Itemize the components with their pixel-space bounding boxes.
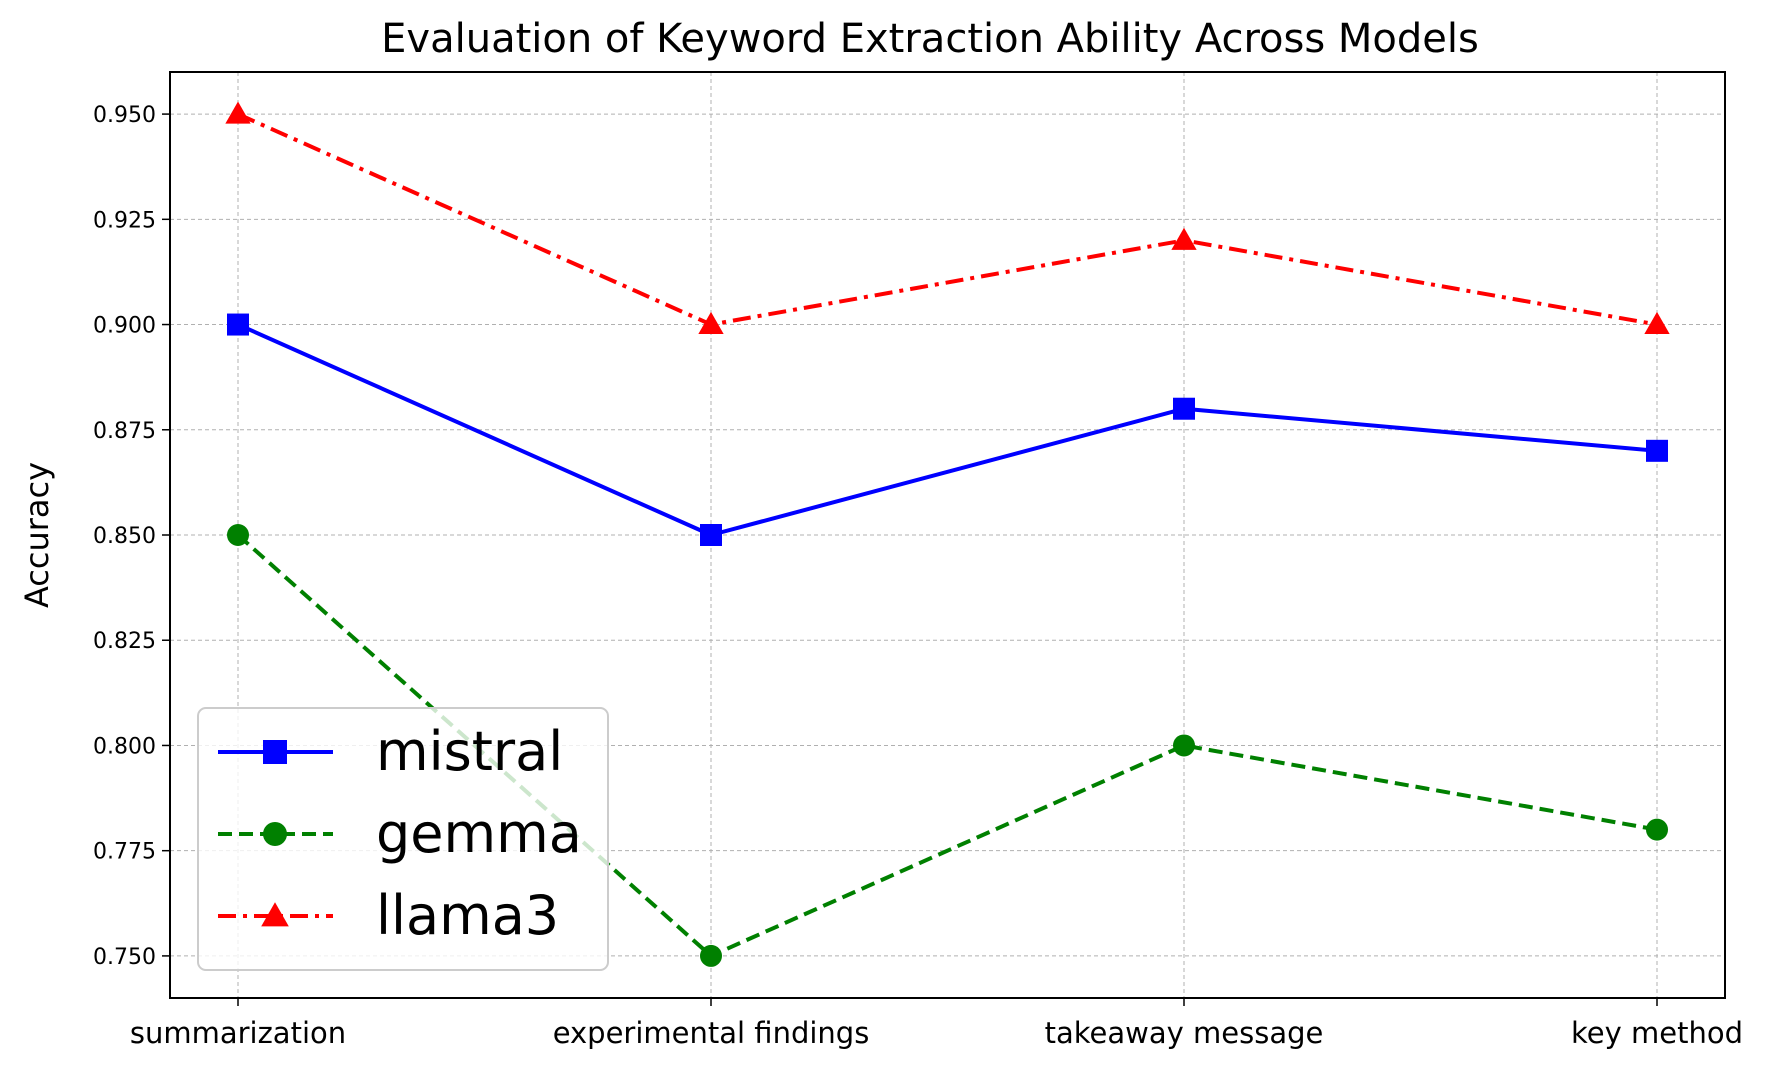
series-llama3 [225,101,1670,335]
llama3-point [1171,227,1197,250]
axis-ticks: 0.750 0.775 0.800 0.825 0.850 0.875 0.900 0.925… [93,103,1743,1050]
legend-marker [261,902,289,927]
y-tick-label: 0.875 [93,419,156,444]
mistral-point [227,313,249,336]
llama3-point [1644,311,1670,335]
legend-box [197,707,609,971]
legend-item-mistral: mistral [218,720,563,783]
y-tick-label: 0.750 [93,945,156,970]
y-tick-label: 0.950 [93,103,156,128]
legend-label: gemma [376,802,582,865]
y-tick-label: 0.775 [93,840,156,865]
y-tick-label: 0.900 [93,314,156,339]
y-tick-label: 0.925 [93,208,156,233]
x-tick-label: summarization [130,1016,346,1050]
y-axis-label: Accuracy [18,462,56,608]
legend-marker [263,822,287,846]
y-tick-label: 0.850 [93,524,156,549]
mistral-point [700,524,722,546]
gemma-point [700,944,722,967]
gemma-point [1173,734,1195,757]
llama3-point [698,311,724,335]
legend: mistral gemma llama3 [197,707,609,971]
x-tick-label: takeaway message [1045,1016,1324,1050]
llama3-point [225,101,251,124]
legend-label: llama3 [376,884,559,947]
x-tick-label: key method [1571,1016,1743,1050]
series-group [225,101,1670,967]
mistral-point [1646,439,1668,462]
mistral-point [1173,397,1195,420]
y-tick-label: 0.800 [93,734,156,759]
gemma-point [1646,818,1668,841]
legend-marker [263,740,287,764]
chart-title: Evaluation of Keyword Extraction Ability… [381,16,1479,62]
legend-item-gemma: gemma [218,802,582,865]
mistral-line [237,322,1658,537]
legend-label: mistral [376,720,563,783]
series-mistral [227,313,1668,546]
gemma-point [227,524,249,546]
llama3-line [237,112,1658,327]
x-tick-label: experimental findings [553,1016,870,1050]
y-tick-label: 0.825 [93,629,156,654]
legend-item-llama3: llama3 [218,884,559,947]
